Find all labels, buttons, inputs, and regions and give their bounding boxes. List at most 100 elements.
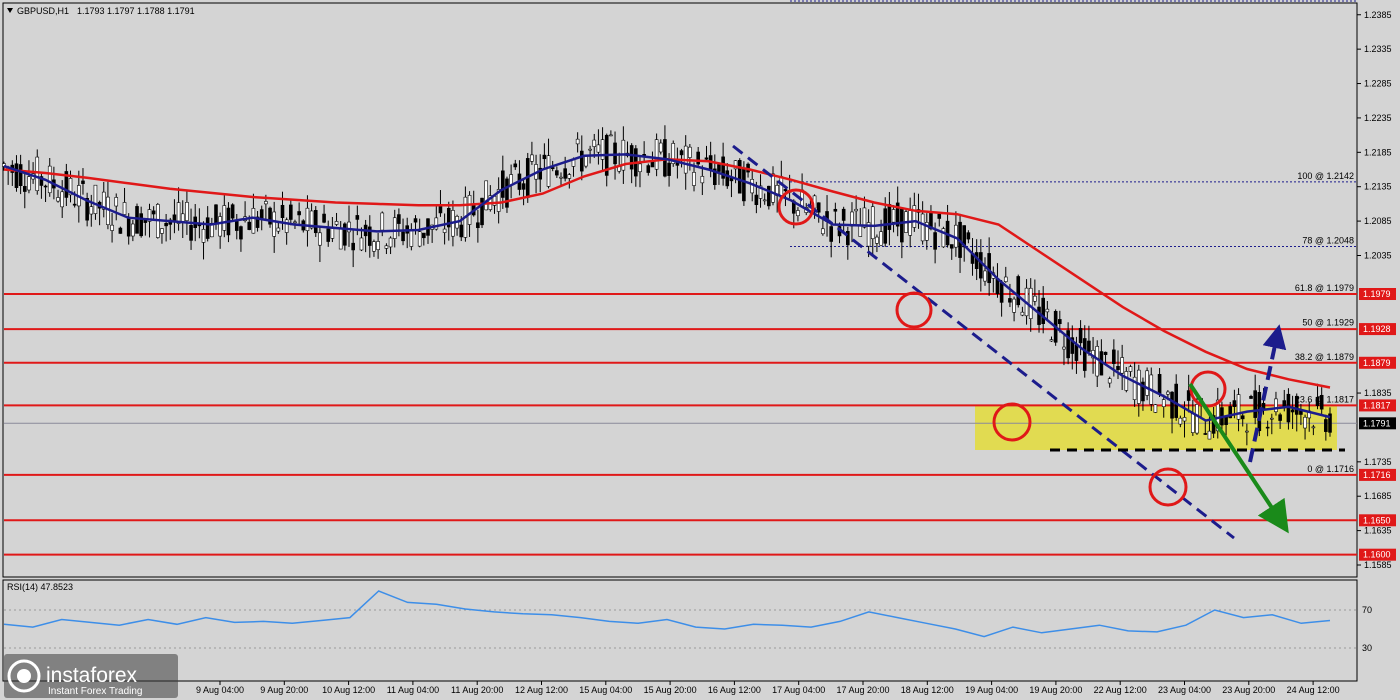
candle-body: [866, 222, 871, 247]
fib-label: 50 @ 1.1929: [1302, 317, 1354, 327]
candle-body: [924, 222, 929, 241]
time-tick-label: 24 Aug 12:00: [1287, 685, 1340, 695]
candle-body: [118, 227, 123, 234]
candle-body: [1124, 371, 1129, 391]
candle-body: [600, 139, 605, 160]
candle-body: [264, 201, 268, 205]
time-tick-label: 9 Aug 04:00: [196, 685, 244, 695]
candle-body: [355, 215, 360, 220]
candle-body: [484, 180, 488, 211]
candle-body: [1161, 399, 1166, 408]
candle-body: [700, 176, 705, 184]
candle-body: [1041, 297, 1045, 324]
candle-body: [891, 209, 896, 223]
candle-body: [846, 231, 850, 246]
candle-body: [983, 270, 987, 282]
candle-body: [60, 191, 64, 208]
candle-body: [796, 210, 800, 217]
time-tick-label: 18 Aug 12:00: [901, 685, 954, 695]
candle-body: [829, 226, 833, 242]
candle-body: [941, 228, 946, 248]
candle-body: [56, 197, 60, 202]
candle-body: [110, 224, 114, 231]
candle-body: [521, 183, 526, 190]
candle-body: [1315, 396, 1320, 406]
candle-body: [742, 168, 746, 202]
candle-body: [912, 205, 917, 228]
candle-body: [895, 202, 900, 227]
bullish-arrow: [1248, 324, 1287, 463]
candle-body: [638, 163, 642, 173]
candle-body: [122, 202, 127, 215]
candle-body: [43, 185, 48, 188]
candle-body: [1045, 308, 1050, 313]
candle-body: [1236, 394, 1241, 420]
candle-body: [966, 232, 971, 240]
price-tag-label: 1.1879: [1363, 358, 1391, 368]
price-tag-label: 1.1716: [1363, 470, 1391, 480]
candle-body: [251, 208, 256, 234]
candle-body: [1103, 351, 1108, 355]
candle-body: [496, 189, 501, 212]
candle-body: [459, 224, 464, 238]
candle-body: [588, 148, 592, 151]
price-tick-label: 1.2085: [1364, 216, 1392, 226]
candle-body: [1182, 417, 1187, 422]
candle-body: [816, 202, 821, 213]
candle-body: [1157, 374, 1162, 394]
candle-body: [858, 224, 863, 237]
candle-body: [18, 164, 23, 187]
time-tick-label: 19 Aug 20:00: [1029, 685, 1082, 695]
dropdown-triangle-icon[interactable]: [7, 8, 13, 13]
candle-body: [1062, 346, 1066, 350]
candle-body: [268, 207, 272, 225]
time-tick-label: 11 Aug 04:00: [387, 685, 439, 695]
candle-body: [85, 198, 89, 221]
candle-body: [372, 241, 376, 252]
rsi-level-label: 70: [1362, 605, 1372, 615]
candle-body: [559, 176, 563, 179]
time-tick-label: 15 Aug 04:00: [579, 685, 632, 695]
candle-body: [679, 150, 684, 156]
candle-body: [1319, 394, 1324, 410]
time-tick-label: 10 Aug 12:00: [322, 685, 375, 695]
moving-averages: [3, 153, 1331, 422]
candle-body: [1191, 413, 1195, 433]
candle-body: [887, 204, 892, 230]
candle-body: [1016, 276, 1021, 306]
candle-body: [713, 168, 717, 186]
candle-body: [737, 160, 742, 194]
candle-body: [1136, 369, 1141, 404]
candle-body: [413, 218, 418, 223]
candle-body: [367, 226, 372, 246]
candle-body: [131, 223, 135, 237]
price-tag-label: 1.1817: [1363, 400, 1391, 410]
candle-body: [1087, 340, 1091, 352]
candle-body: [222, 205, 227, 231]
time-axis: 9 Aug 04:00 9 Aug 20:00 10 Aug 12:00 11 Aug…: [196, 681, 1340, 695]
brand-name: instaforex: [46, 664, 138, 687]
candle-body: [879, 231, 883, 246]
price-tick-label: 1.1835: [1364, 388, 1392, 398]
price-panel: [2, 2, 1358, 578]
candle-body: [688, 146, 692, 158]
candle-body: [654, 139, 659, 170]
candle-body: [1082, 338, 1087, 371]
candle-body: [1203, 433, 1208, 435]
candle-body: [326, 228, 331, 242]
price-tag-bg: [1359, 514, 1396, 527]
candle-body: [841, 208, 846, 221]
price-tag-bg: [1359, 399, 1396, 412]
candle-body: [1128, 366, 1133, 372]
candle-body: [767, 185, 771, 207]
price-tick-label: 1.1735: [1364, 457, 1392, 467]
candle-body: [1249, 396, 1253, 399]
fib-label: 38.2 @ 1.1879: [1295, 352, 1354, 362]
price-tag-label: 1.1979: [1363, 289, 1391, 299]
price-tick-label: 1.1685: [1364, 491, 1392, 501]
candle-body: [1112, 349, 1116, 364]
candle-body: [380, 212, 385, 231]
candle-body: [272, 211, 276, 237]
price-tag-label: 1.1928: [1363, 324, 1391, 334]
candle-body: [305, 207, 310, 231]
